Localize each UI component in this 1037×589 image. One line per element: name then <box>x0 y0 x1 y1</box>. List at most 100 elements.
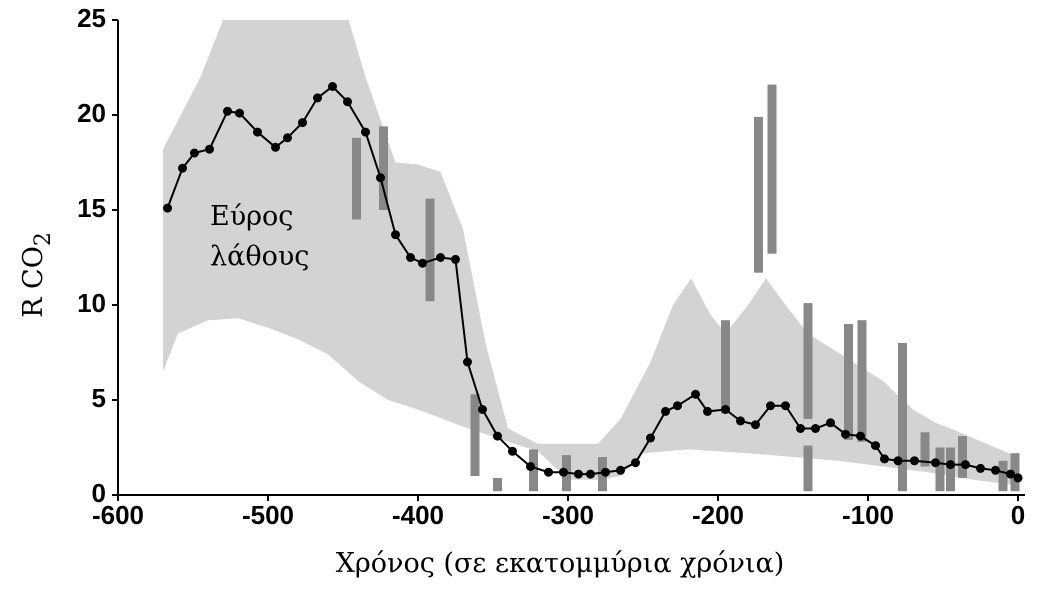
point <box>190 148 199 158</box>
point <box>298 118 307 128</box>
point <box>721 405 730 414</box>
line <box>166 85 1019 479</box>
range-bar <box>958 436 967 478</box>
y-axis-label-main: R CO <box>18 246 49 318</box>
point <box>961 460 970 470</box>
range-bar <box>493 477 502 492</box>
point <box>205 144 214 154</box>
point <box>451 254 460 264</box>
point <box>826 418 835 428</box>
y-tick-label: 5 <box>92 383 106 413</box>
y-tick-label: 0 <box>92 478 106 508</box>
x-axis-label: Χρόνος (σε εκατομμύρια χρόνια) <box>336 548 785 579</box>
range-bar <box>767 84 777 254</box>
x-tick-label: -500 <box>242 500 294 530</box>
point <box>574 469 583 479</box>
point <box>631 458 640 468</box>
point <box>811 424 820 433</box>
y-tick-label: 15 <box>77 193 106 223</box>
point <box>343 97 352 107</box>
range-layer <box>352 84 1020 492</box>
range-bar <box>352 137 361 220</box>
point <box>601 467 610 477</box>
x-tick-label: -100 <box>842 500 894 530</box>
y-axis-label-sub: 2 <box>31 232 56 246</box>
point <box>1013 473 1023 483</box>
point <box>478 405 487 414</box>
point <box>751 420 760 430</box>
point <box>223 106 232 116</box>
point <box>361 127 370 137</box>
annotation: λάθους <box>210 241 309 272</box>
point <box>1006 469 1015 479</box>
point <box>616 465 625 475</box>
point <box>841 429 850 439</box>
point <box>586 469 595 479</box>
point <box>646 433 655 443</box>
x-tick-label: -600 <box>92 500 144 530</box>
range-bar <box>946 447 955 492</box>
point <box>508 446 517 456</box>
range-bar <box>754 116 763 273</box>
point <box>893 456 903 466</box>
range-bar <box>529 449 538 492</box>
point <box>976 463 985 473</box>
point <box>691 389 700 399</box>
point <box>991 465 1000 475</box>
point <box>271 142 280 152</box>
range-bar <box>1010 453 1020 492</box>
point <box>235 108 244 118</box>
point <box>871 441 880 451</box>
point <box>313 93 322 103</box>
point <box>418 258 427 268</box>
point <box>178 163 187 173</box>
x-tick-label: 0 <box>1011 500 1025 530</box>
point <box>328 82 337 91</box>
x-tick-label: -400 <box>392 500 444 530</box>
range-bar <box>857 320 867 442</box>
point <box>526 462 535 471</box>
point <box>661 406 670 416</box>
point <box>559 467 568 477</box>
point <box>880 454 889 464</box>
point <box>931 458 940 468</box>
point <box>283 133 292 143</box>
range-bar <box>721 320 730 414</box>
point <box>391 230 400 240</box>
range-bar <box>844 324 853 440</box>
line-layer <box>163 82 1023 483</box>
annotation: Εύρος <box>210 201 293 232</box>
point <box>796 424 805 433</box>
x-tick-label: -300 <box>542 500 594 530</box>
y-axis-label-group: R CO2 <box>18 232 56 318</box>
point <box>544 467 553 477</box>
point <box>406 253 415 262</box>
range-bar <box>379 126 388 210</box>
point <box>910 456 919 466</box>
point <box>436 253 445 262</box>
point <box>376 173 385 183</box>
range-bar <box>998 460 1008 492</box>
point <box>493 431 502 441</box>
y-tick-label: 10 <box>77 288 106 318</box>
range-bar <box>470 394 480 476</box>
range-bar <box>920 432 930 467</box>
point <box>703 406 712 416</box>
point <box>781 401 790 411</box>
y-tick-label: 20 <box>77 98 106 128</box>
point <box>253 127 262 137</box>
range-bar <box>425 198 435 302</box>
y-tick-label: 25 <box>77 3 106 33</box>
point <box>163 203 172 213</box>
range-bar <box>935 447 945 492</box>
range-bar <box>898 343 907 492</box>
range-bar <box>803 445 813 492</box>
y-axis-label: R CO2 <box>18 232 56 318</box>
point <box>673 401 682 411</box>
range-bar <box>803 303 813 419</box>
point <box>736 416 745 426</box>
point <box>856 431 865 441</box>
point <box>946 460 955 470</box>
point <box>463 357 472 367</box>
